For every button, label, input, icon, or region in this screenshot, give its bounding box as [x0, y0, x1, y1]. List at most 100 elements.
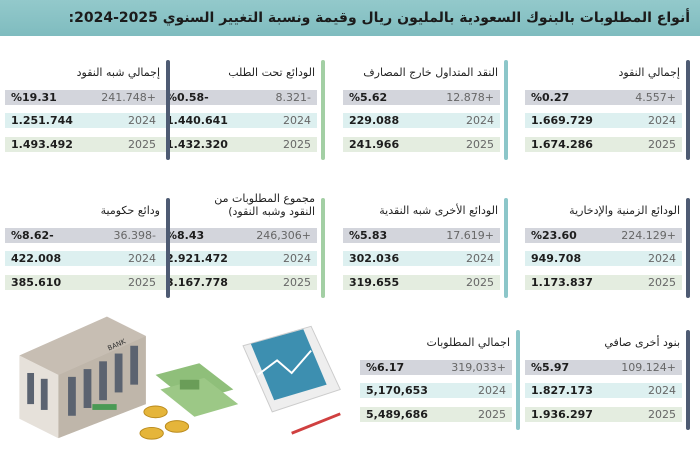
value-2025: 241.966 [349, 138, 400, 151]
row-2024: 229.088 2024 [343, 113, 500, 128]
documents-icon [242, 325, 341, 435]
liability-block: إجمالي النقود %0.27 4.557+ 1.669.729 2024 … [525, 60, 690, 160]
divider-bar [686, 198, 690, 298]
year-2024: 2024 [128, 114, 156, 127]
divider-bar [516, 330, 520, 430]
change-percent: %0.27 [531, 91, 570, 104]
block-label: اجمالي المطلوبات [426, 336, 510, 349]
change-percent: %8.62- [11, 229, 54, 242]
row-2024: 1.251.744 2024 [5, 113, 162, 128]
change-value: 246,306+ [256, 229, 311, 242]
bank-building-icon: BANK [19, 316, 146, 439]
change-percent: %5.97 [531, 361, 570, 374]
change-percent: %5.83 [349, 229, 388, 242]
liability-block: مجموع المطلوبات من النقود وشبه النقود) %… [160, 192, 325, 298]
year-2025: 2025 [466, 276, 494, 289]
liability-block: النقد المتداول خارج المصارف %5.62 12.878+… [343, 60, 508, 160]
change-percent: %8.43 [166, 229, 205, 242]
row-2025: 5,489,686 2025 [360, 407, 512, 422]
change-percent: %6.17 [366, 361, 405, 374]
year-2024: 2024 [648, 252, 676, 265]
block-label: النقد المتداول خارج المصارف [363, 66, 498, 79]
year-2025: 2025 [128, 276, 156, 289]
block-label: الودائع الزمنية والإدخارية [569, 204, 680, 217]
row-2024: 302.036 2024 [343, 251, 500, 266]
liability-block: الودائع الأخرى شبه النقدية %5.83 17.619+ … [343, 198, 508, 298]
row-2024: 1.827.173 2024 [525, 383, 682, 398]
value-2024: 302.036 [349, 252, 400, 265]
year-2025: 2025 [283, 276, 311, 289]
value-2025: 319.655 [349, 276, 400, 289]
value-2024: 1.440.641 [166, 114, 228, 127]
divider-bar [321, 60, 325, 160]
row-2025: 1.674.286 2025 [525, 137, 682, 152]
year-2025: 2025 [466, 138, 494, 151]
value-2024: 229.088 [349, 114, 400, 127]
value-2025: 385.610 [11, 276, 62, 289]
year-2024: 2024 [466, 252, 494, 265]
year-2024: 2024 [466, 114, 494, 127]
year-2025: 2025 [648, 138, 676, 151]
divider-bar [504, 198, 508, 298]
change-percent: %23.60 [531, 229, 577, 242]
illustration: BANK [19, 316, 341, 440]
value-2024: 949.708 [531, 252, 582, 265]
row-2025: 319.655 2025 [343, 275, 500, 290]
change-row: %8.62- 36.398- [5, 228, 162, 243]
block-label: مجموع المطلوبات من النقود وشبه النقود) [214, 192, 315, 218]
change-percent: %19.31 [11, 91, 57, 104]
change-value: 319,033+ [451, 361, 506, 374]
row-2024: 949.708 2024 [525, 251, 682, 266]
block-label: إجمالي شبه النقود [76, 66, 160, 79]
year-2024: 2024 [648, 114, 676, 127]
change-value: 224.129+ [621, 229, 676, 242]
liability-block: ودائع حكومية %8.62- 36.398- 422.008 2024 3… [5, 198, 170, 298]
row-2025: 1.173.837 2025 [525, 275, 682, 290]
block-label: الودائع تحت الطلب [228, 66, 315, 79]
row-2025: 385.610 2025 [5, 275, 162, 290]
change-value: 36.398- [113, 229, 156, 242]
divider-bar [321, 198, 325, 298]
value-2024: 2.921.472 [166, 252, 228, 265]
row-2025: 241.966 2025 [343, 137, 500, 152]
year-2024: 2024 [283, 114, 311, 127]
change-row: %5.83 17.619+ [343, 228, 500, 243]
change-row: %5.97 109.124+ [525, 360, 682, 375]
divider-bar [504, 60, 508, 160]
liability-block: بنود أخرى صافي %5.97 109.124+ 1.827.173 20… [525, 330, 690, 430]
liability-block: اجمالي المطلوبات %6.17 319,033+ 5,170,653… [360, 330, 520, 430]
value-2025: 1.173.837 [531, 276, 593, 289]
year-2025: 2025 [128, 138, 156, 151]
row-2024: 1.440.641 2024 [160, 113, 317, 128]
liability-block: الودائع تحت الطلب %0.58- 8.321- 1.440.641… [160, 60, 325, 160]
value-2024: 422.008 [11, 252, 62, 265]
value-2025: 5,489,686 [366, 408, 428, 421]
liability-block: إجمالي شبه النقود %19.31 241.748+ 1.251.7… [5, 60, 170, 160]
block-label: الودائع الأخرى شبه النقدية [379, 204, 498, 217]
value-2025: 1.936.297 [531, 408, 593, 421]
change-value: 109.124+ [621, 361, 676, 374]
block-label: ودائع حكومية [100, 204, 160, 217]
value-2024: 1.827.173 [531, 384, 593, 397]
year-2024: 2024 [478, 384, 506, 397]
row-2024: 1.669.729 2024 [525, 113, 682, 128]
value-2025: 3.167.778 [166, 276, 228, 289]
year-2025: 2025 [283, 138, 311, 151]
value-2025: 1.674.286 [531, 138, 593, 151]
row-2025: 1.936.297 2025 [525, 407, 682, 422]
year-2024: 2024 [128, 252, 156, 265]
year-2024: 2024 [283, 252, 311, 265]
coins-icon [139, 405, 190, 440]
change-value: 17.619+ [446, 229, 494, 242]
row-2025: 3.167.778 2025 [160, 275, 317, 290]
block-label: إجمالي النقود [618, 66, 680, 79]
block-label: بنود أخرى صافي [604, 336, 680, 349]
value-2024: 1.669.729 [531, 114, 593, 127]
divider-bar [166, 198, 170, 298]
row-2025: 1.493.492 2025 [5, 137, 162, 152]
value-2024: 5,170,653 [366, 384, 428, 397]
change-value: 241.748+ [101, 91, 156, 104]
value-2024: 1.251.744 [11, 114, 73, 127]
change-row: %8.43 246,306+ [160, 228, 317, 243]
change-value: 4.557+ [635, 91, 676, 104]
